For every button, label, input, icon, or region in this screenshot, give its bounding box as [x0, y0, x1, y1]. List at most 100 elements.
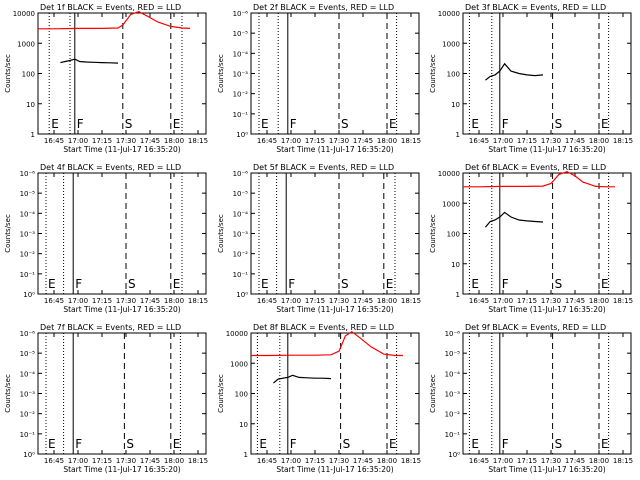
panel-title: Det 1f BLACK = Events, RED = LLD: [40, 3, 181, 12]
x-tick-label: 17:30: [329, 457, 349, 465]
x-tick-label: 16:45: [257, 137, 277, 145]
panel-det-4f: Det 4f BLACK = Events, RED = LLD 10⁻⁶ 10⁻⁵…: [4, 163, 208, 314]
x-tick-label: 17:00: [68, 137, 88, 145]
x-tick-label: 17:45: [565, 457, 585, 465]
y-tick-label: 10⁻⁵: [20, 350, 36, 358]
x-tick-label: 18:00: [589, 297, 609, 305]
series-line-events: [273, 374, 332, 384]
y-tick-label: 100: [447, 231, 460, 239]
x-tick-label: 17:00: [281, 137, 301, 145]
y-axis-label: Counts/sec: [4, 374, 12, 413]
series-line-events: [485, 62, 544, 81]
x-tick-label: 17:15: [92, 297, 112, 305]
series-line-lld: [251, 330, 403, 357]
y-tick-label: 1: [456, 131, 460, 139]
x-axis-label: Start Time (11-Jul-17 16:35:20): [488, 465, 605, 474]
y-tick-label: 100: [22, 71, 35, 79]
x-tick-label: 16:45: [44, 297, 64, 305]
x-tick-label: 17:30: [329, 137, 349, 145]
x-axis-label: Start Time (11-Jul-17 16:35:20): [63, 145, 180, 154]
x-tick-label: 18:00: [164, 297, 184, 305]
marker-label: S: [341, 277, 349, 291]
panel-det-8f: Det 8f BLACK = Events, RED = LLD 10000 100…: [217, 323, 421, 474]
y-tick-label: 10⁻⁴: [233, 50, 249, 58]
x-axis-label: Start Time (11-Jul-17 16:35:20): [488, 305, 605, 314]
marker-label: S: [555, 437, 563, 451]
y-tick-label: 10⁻²: [20, 251, 36, 259]
x-tick-label: 18:00: [164, 457, 184, 465]
y-tick-label: 10⁻¹: [445, 431, 461, 439]
marker-label: F: [290, 117, 297, 131]
marker-label: E: [51, 117, 59, 131]
marker-label: E: [48, 437, 56, 451]
x-tick-label: 17:30: [116, 137, 136, 145]
x-tick-label: 18:15: [188, 457, 208, 465]
x-tick-label: 17:15: [517, 457, 537, 465]
marker-label: E: [471, 117, 479, 131]
x-axis-label: Start Time (11-Jul-17 16:35:20): [63, 305, 180, 314]
x-tick-label: 17:00: [281, 297, 301, 305]
panel-det-1f: Det 1f BLACK = Events, RED = LLD 10000 100…: [4, 3, 208, 154]
y-tick-label: 10⁻¹: [20, 271, 36, 279]
x-tick-label: 17:00: [281, 457, 301, 465]
x-tick-label: 17:30: [541, 297, 561, 305]
x-tick-label: 17:00: [68, 297, 88, 305]
y-tick-label: 10: [451, 101, 460, 109]
panel-title: Det 9f BLACK = Events, RED = LLD: [465, 323, 606, 332]
y-tick-label: 10000: [13, 10, 35, 18]
x-tick-label: 18:00: [589, 457, 609, 465]
marker-label: S: [125, 117, 133, 131]
x-tick-label: 17:15: [92, 137, 112, 145]
y-tick-label: 10⁻⁶: [20, 170, 36, 178]
y-tick-label: 100: [447, 71, 460, 79]
panel-title: Det 7f BLACK = Events, RED = LLD: [40, 323, 181, 332]
x-tick-label: 17:15: [305, 137, 325, 145]
x-tick-label: 17:15: [517, 297, 537, 305]
x-tick-label: 17:30: [541, 457, 561, 465]
marker-label: S: [126, 437, 134, 451]
x-tick-label: 16:45: [257, 297, 277, 305]
x-tick-label: 18:00: [164, 137, 184, 145]
y-tick-label: 10⁻⁴: [445, 370, 461, 378]
x-tick-label: 16:45: [469, 137, 489, 145]
y-axis-label: Counts/sec: [4, 214, 12, 253]
y-tick-label: 10⁻³: [445, 391, 461, 399]
marker-label: E: [389, 437, 397, 451]
y-tick-label: 10⁰: [236, 131, 248, 139]
y-tick-label: 10⁻²: [445, 411, 461, 419]
y-axis-label: Counts/sec: [217, 54, 225, 93]
y-tick-label: 10⁻¹: [233, 271, 249, 279]
marker-label: E: [471, 437, 479, 451]
x-tick-label: 17:00: [493, 297, 513, 305]
y-tick-label: 10⁻²: [233, 91, 249, 99]
x-axis-label: Start Time (11-Jul-17 16:35:20): [488, 145, 605, 154]
x-tick-label: 17:45: [565, 137, 585, 145]
y-tick-label: 10⁻²: [233, 251, 249, 259]
x-tick-label: 17:30: [329, 297, 349, 305]
panel-det-2f: Det 2f BLACK = Events, RED = LLD 10⁻⁶ 10⁻⁵…: [217, 3, 421, 154]
marker-label: E: [389, 117, 397, 131]
y-tick-label: 10000: [438, 170, 460, 178]
y-tick-label: 10⁻⁶: [233, 10, 249, 18]
panel-det-9f: Det 9f BLACK = Events, RED = LLD 10⁻⁶ 10⁻⁵…: [429, 323, 633, 474]
panel-title: Det 3f BLACK = Events, RED = LLD: [465, 3, 606, 12]
x-tick-label: 17:45: [353, 297, 373, 305]
y-tick-label: 10⁻¹: [233, 111, 249, 119]
marker-label: F: [502, 117, 509, 131]
y-tick-label: 10⁻³: [233, 231, 249, 239]
x-tick-label: 16:45: [44, 457, 64, 465]
marker-label: S: [555, 117, 563, 131]
x-tick-label: 17:15: [305, 457, 325, 465]
marker-label: F: [290, 437, 297, 451]
x-tick-label: 17:30: [541, 137, 561, 145]
y-tick-label: 10⁻¹: [20, 431, 36, 439]
y-tick-label: 10⁻²: [20, 411, 36, 419]
y-tick-label: 10⁰: [23, 291, 35, 299]
y-tick-label: 1000: [230, 360, 248, 368]
y-tick-label: 10⁻⁵: [20, 190, 36, 198]
x-axis-label: Start Time (11-Jul-17 16:35:20): [276, 145, 393, 154]
y-tick-label: 1: [244, 451, 248, 459]
x-tick-label: 16:45: [257, 457, 277, 465]
